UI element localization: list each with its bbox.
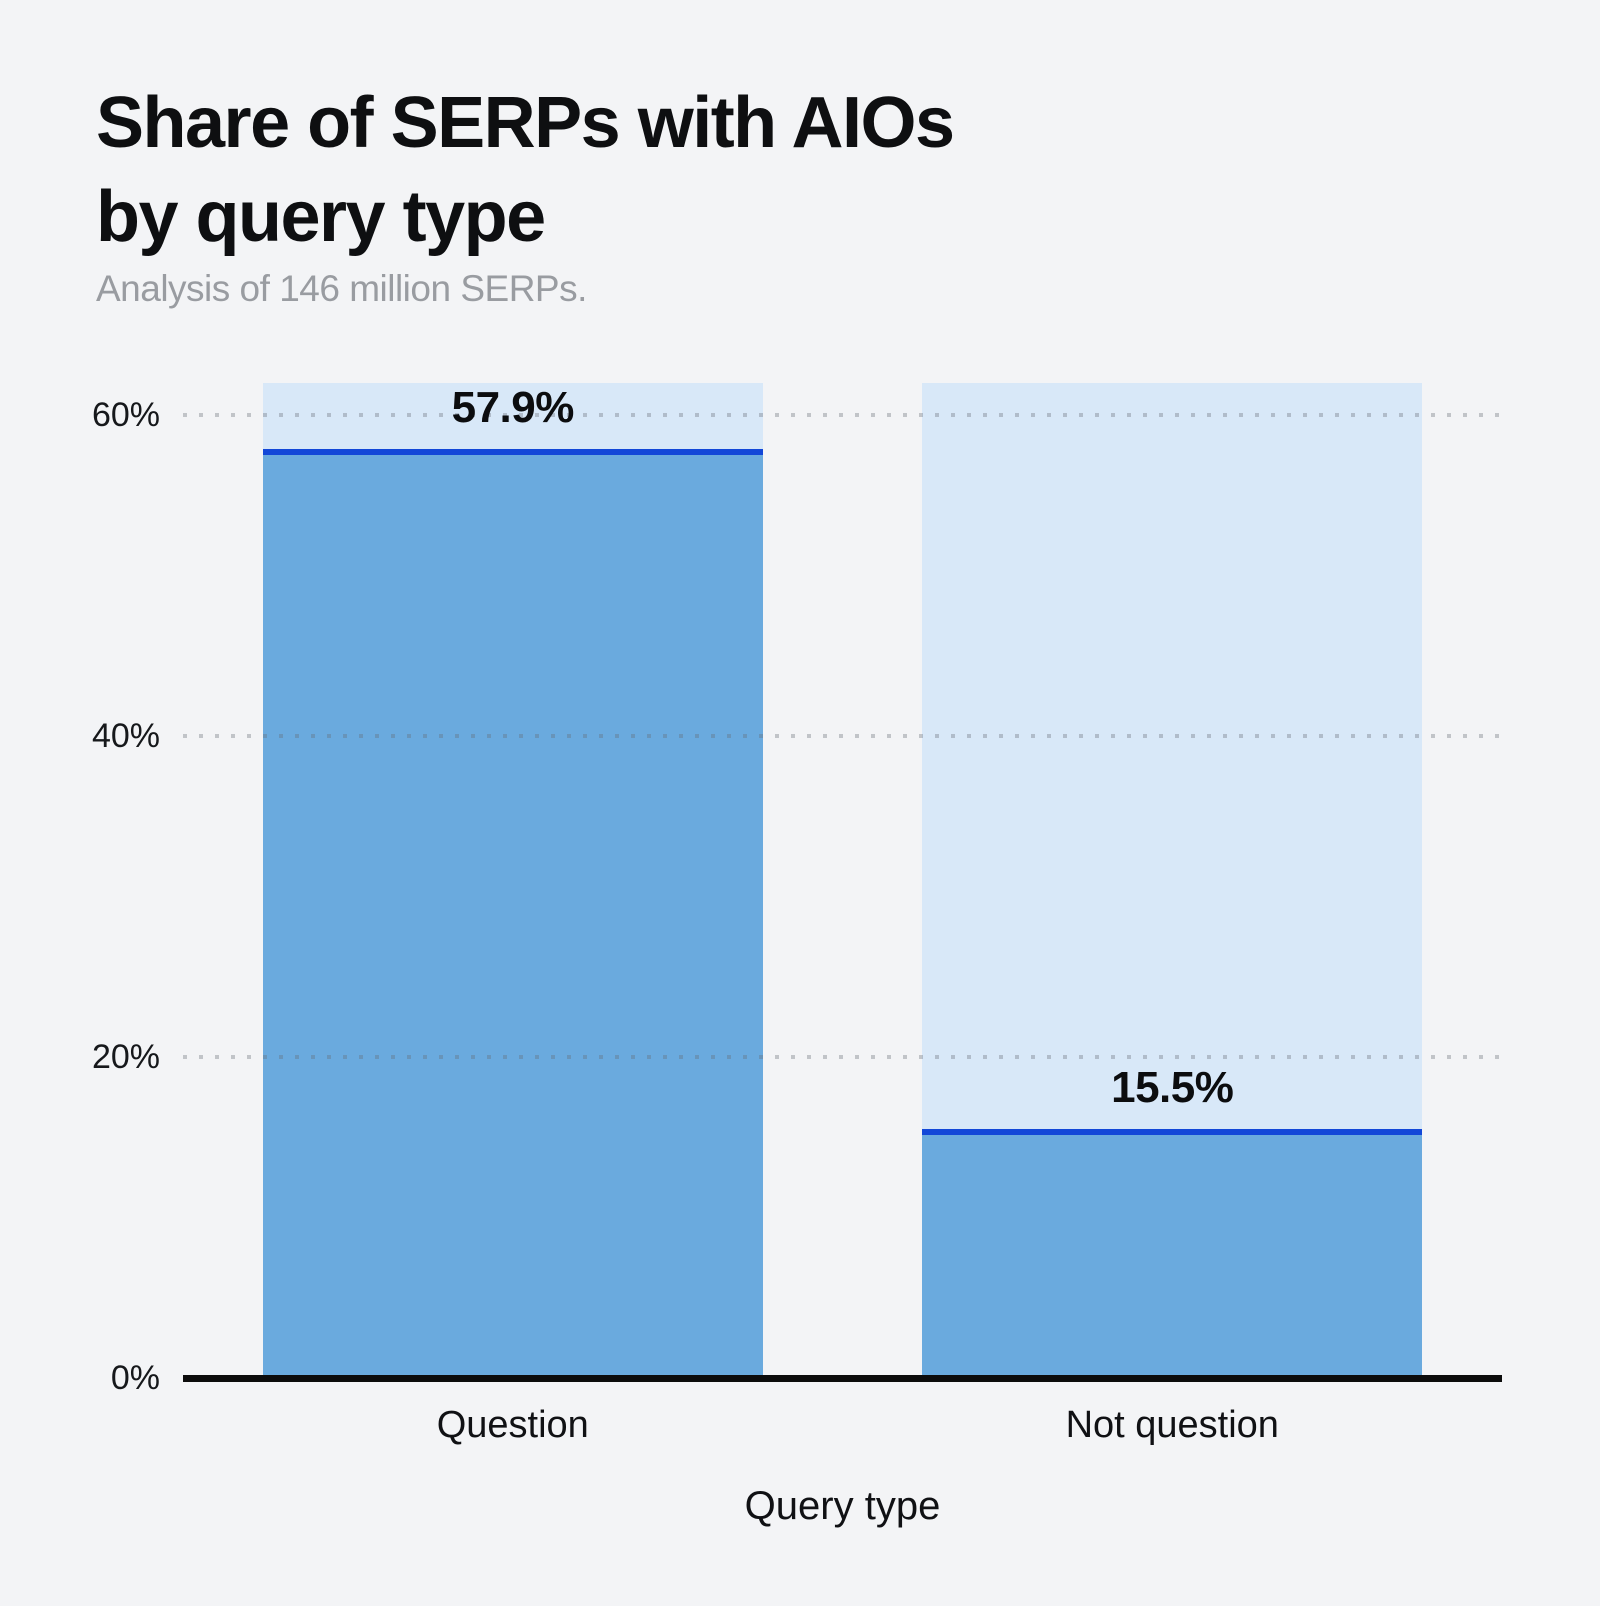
y-tick-label-60: 60% [91, 396, 160, 435]
y-tick-label-20: 20% [91, 1038, 160, 1077]
chart-subtitle: Analysis of 146 million SERPs. [96, 268, 587, 309]
chart-title-line-2: by query type [96, 177, 546, 257]
gridline-60 [183, 413, 1502, 418]
chart-title: Share of SERPs with AIOs by query type [96, 76, 955, 264]
bar-fill-not-question [922, 1129, 1423, 1378]
plot-area: 0% 20% 40% 60% 57.9% Question 15.5% Not questio… [92, 383, 1502, 1446]
gridline-20 [183, 1055, 1502, 1060]
category-label-not-question: Not question [1065, 1404, 1279, 1446]
value-label-not-question: 15.5% [1111, 1063, 1234, 1112]
x-axis-line [183, 1375, 1502, 1382]
value-label-question: 57.9% [451, 383, 575, 432]
x-axis-title: Query type [744, 1484, 941, 1528]
y-tick-label-0: 0% [110, 1359, 160, 1397]
chart-title-line-1: Share of SERPs with AIOs [96, 83, 955, 163]
bar-fill-question [262, 449, 763, 1378]
y-tick-label-40: 40% [91, 717, 160, 756]
category-label-question: Question [436, 1404, 589, 1446]
gridline-40 [183, 734, 1502, 739]
